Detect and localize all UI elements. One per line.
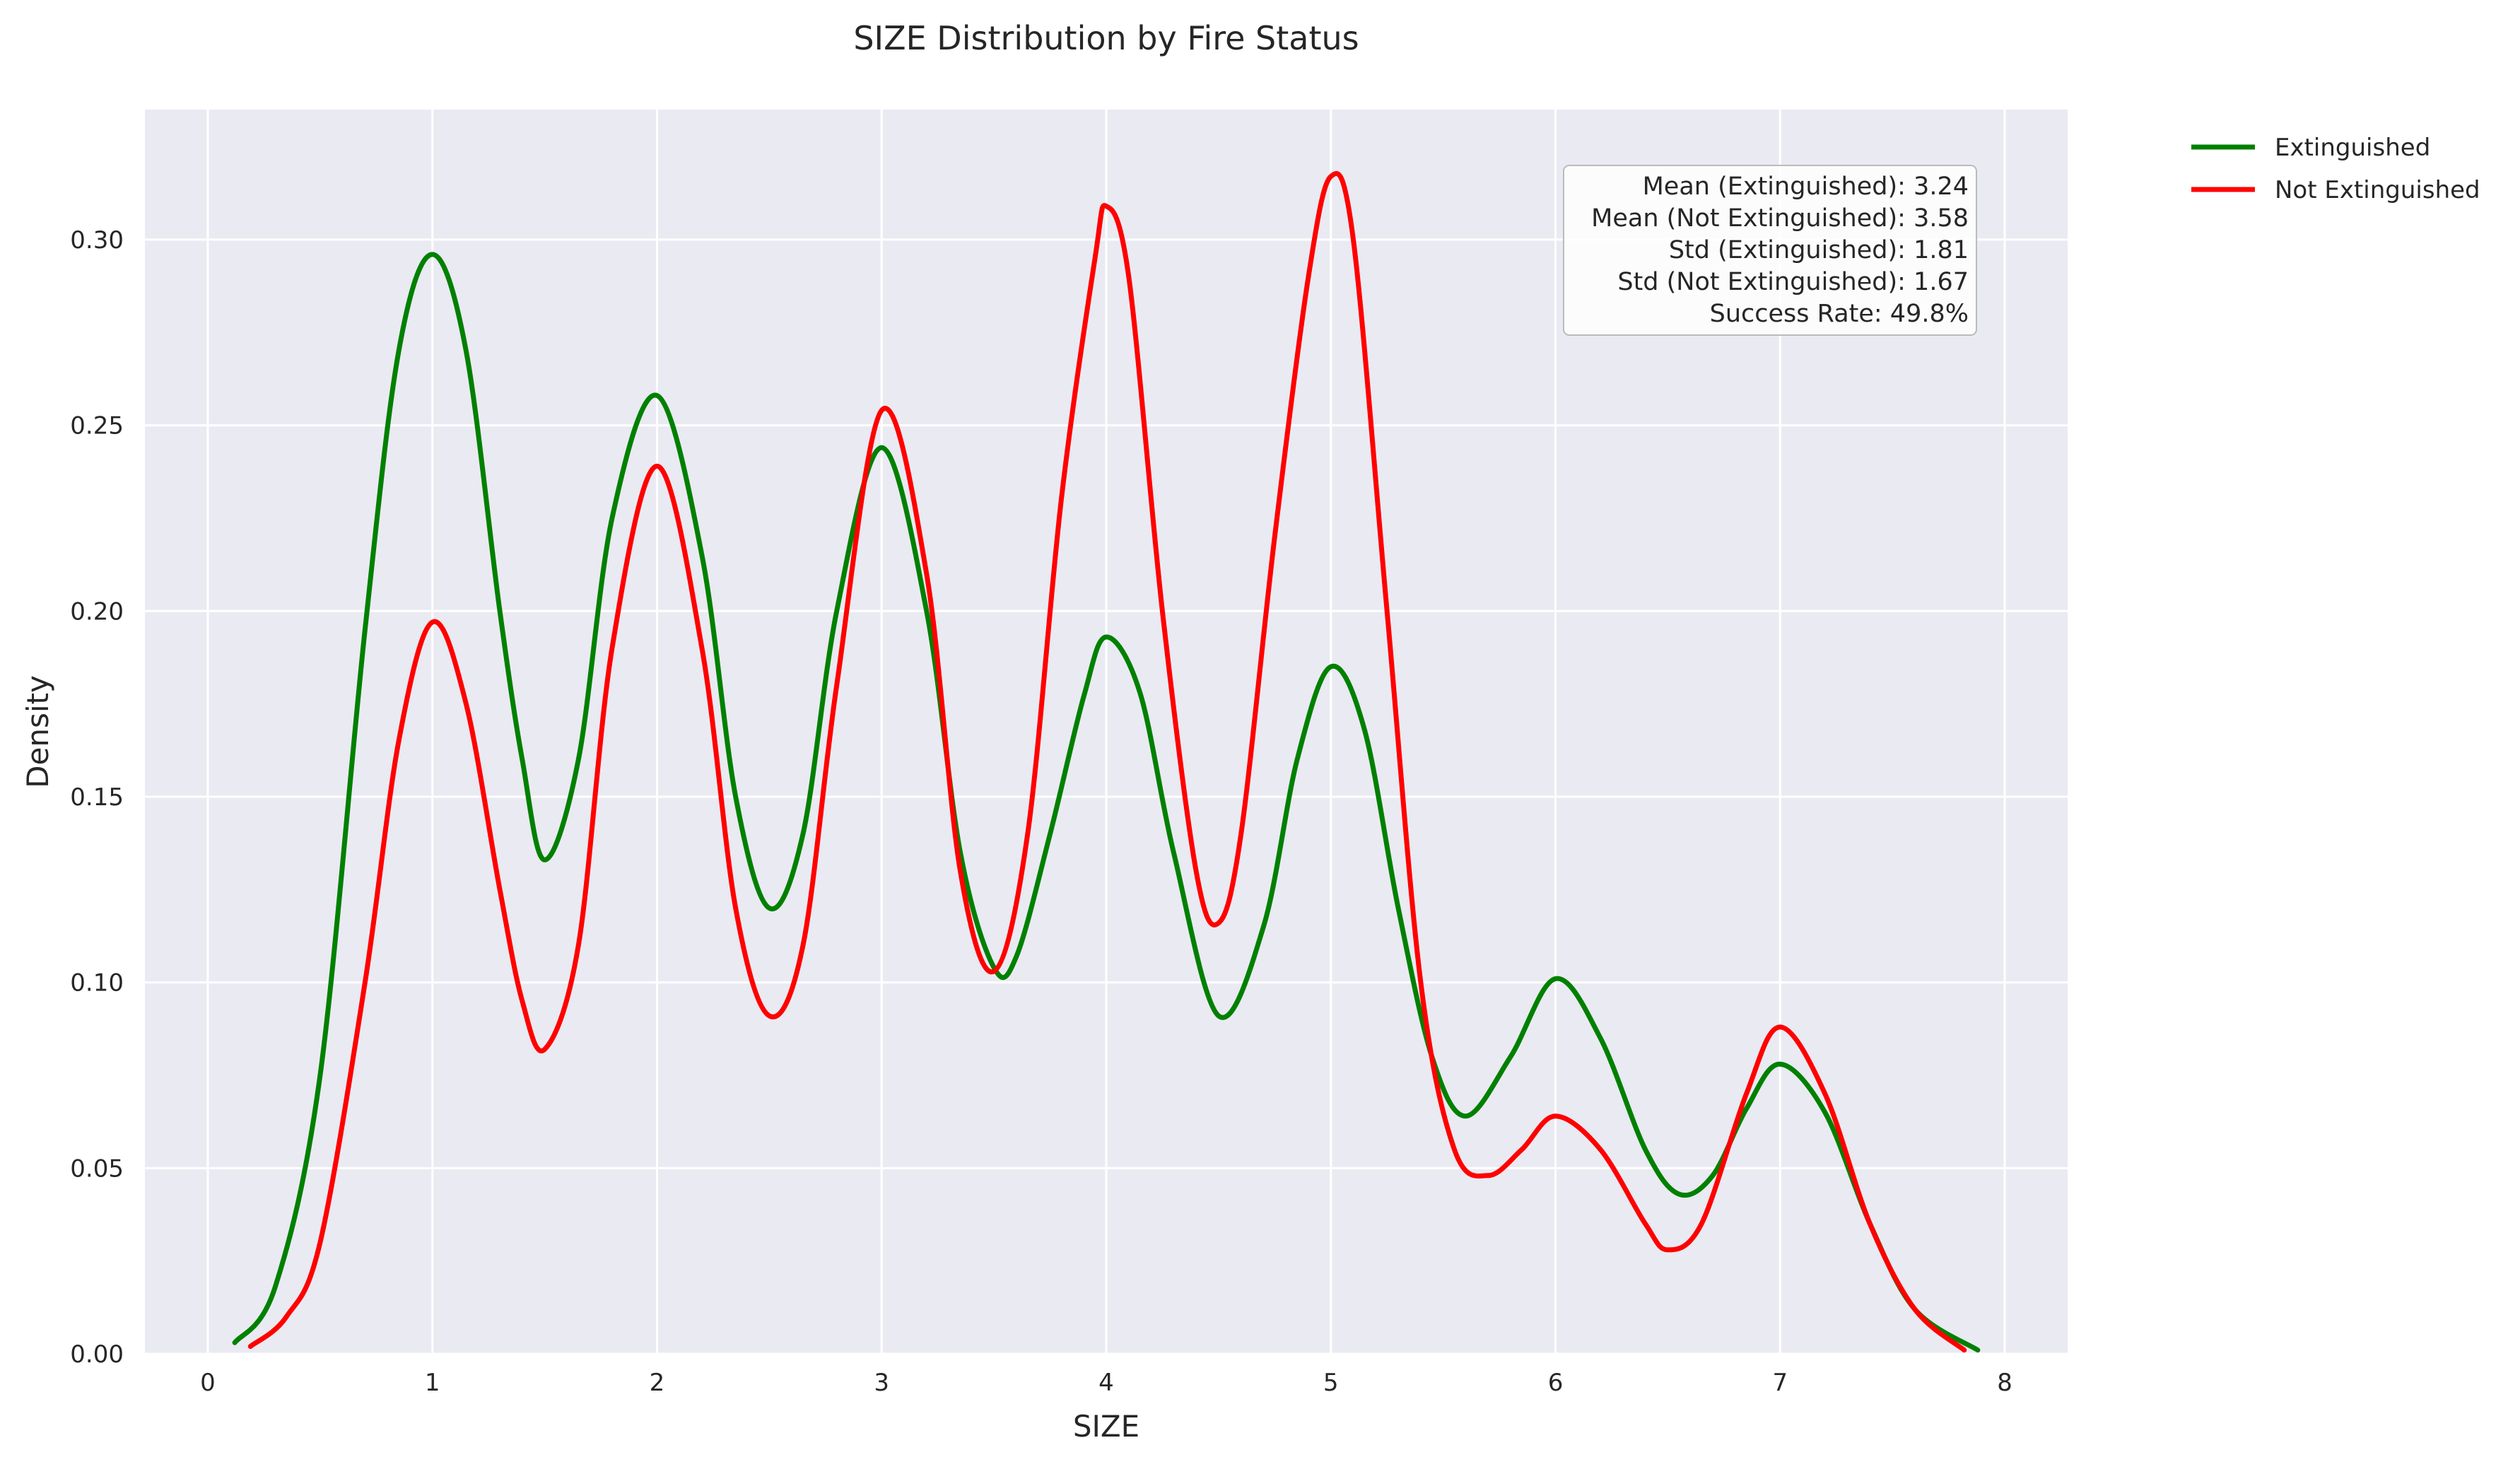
series-line-extinguished	[232, 252, 1981, 1353]
x-tick-label: 3	[874, 1369, 889, 1397]
y-tick-label: 0.05	[70, 1154, 124, 1183]
stats-line-std-extinguished: Std (Extinguished): 1.81	[1669, 236, 1969, 264]
x-tick-label: 0	[200, 1369, 216, 1397]
stats-line-mean-extinguished: Mean (Extinguished): 3.24	[1643, 172, 1969, 201]
y-tick-label: 0.00	[70, 1340, 124, 1369]
y-tick-label: 0.15	[70, 783, 124, 812]
y-tick-label: 0.10	[70, 969, 124, 998]
x-tick-label: 5	[1323, 1369, 1339, 1397]
y-tick-label: 0.30	[70, 226, 124, 255]
chart-title: SIZE Distribution by Fire Status	[853, 19, 1359, 57]
stats-box: Mean (Extinguished): 3.24 Mean (Not Exti…	[1563, 165, 1977, 336]
stats-box-frame	[1563, 165, 1977, 336]
x-tick-label: 8	[1997, 1369, 2012, 1397]
y-tick-label: 0.20	[70, 597, 124, 626]
x-tick-label: 2	[650, 1369, 665, 1397]
series-line-not-extinguished	[247, 171, 1967, 1353]
tick-labels: 0 1 2 3 4 5 6 7 8 0.00 0.05 0.10 0.15 0.20 0.25 0.30	[70, 226, 2012, 1397]
legend: Extinguished Not Extinguished	[2191, 134, 2480, 204]
stats-line-success-rate: Success Rate: 49.8%	[1710, 300, 1969, 328]
legend-label-extinguished: Extinguished	[2275, 134, 2430, 162]
x-tick-label: 7	[1772, 1369, 1788, 1397]
stats-line-mean-not-extinguished: Mean (Not Extinguished): 3.58	[1591, 204, 1969, 233]
x-axis-label: SIZE	[1073, 1409, 1139, 1444]
legend-label-not-extinguished: Not Extinguished	[2275, 176, 2480, 204]
x-tick-label: 6	[1548, 1369, 1564, 1397]
x-tick-label: 1	[425, 1369, 440, 1397]
y-tick-label: 0.25	[70, 412, 124, 440]
stats-line-std-not-extinguished: Std (Not Extinguished): 1.67	[1617, 268, 1969, 296]
y-axis-label: Density	[20, 675, 55, 788]
x-tick-label: 4	[1098, 1369, 1114, 1397]
series-lines	[232, 171, 1981, 1353]
